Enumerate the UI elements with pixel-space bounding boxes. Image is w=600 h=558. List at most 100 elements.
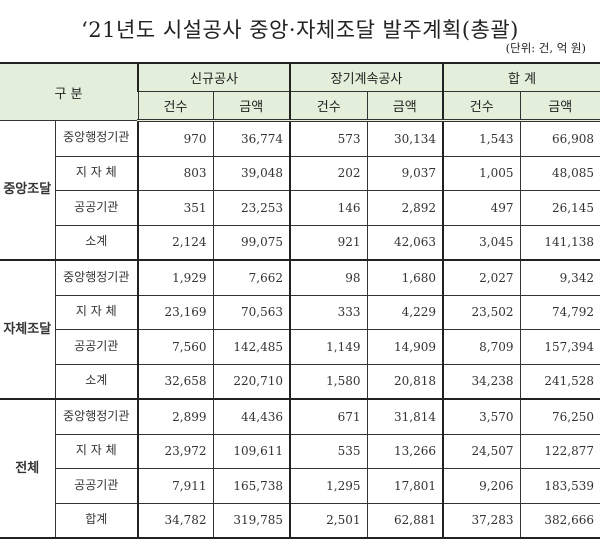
amount-cell: 39,048 — [212, 155, 291, 191]
count-cell: 23,502 — [442, 294, 521, 330]
row-label: 공공기관 — [55, 329, 139, 365]
amount-cell: 183,539 — [519, 468, 600, 504]
count-cell: 2,899 — [137, 398, 214, 435]
count-cell: 2,124 — [137, 224, 214, 261]
row-label: 지 자 체 — [55, 433, 139, 469]
amount-cell: 382,666 — [519, 502, 600, 539]
unit-note: (단위: 건, 억 원) — [505, 41, 586, 55]
count-cell: 202 — [289, 155, 368, 191]
row-label: 합계 — [55, 502, 139, 539]
count-cell: 3,570 — [442, 398, 521, 435]
count-cell: 535 — [289, 433, 368, 469]
amount-cell: 319,785 — [212, 502, 291, 539]
section-label: 자체조달 — [0, 259, 56, 400]
row-label: 지 자 체 — [55, 155, 139, 191]
row-label: 공공기관 — [55, 190, 139, 226]
header-group-total: 합 계 — [442, 62, 600, 92]
amount-cell: 13,266 — [366, 433, 444, 469]
amount-cell: 241,528 — [519, 363, 600, 400]
count-cell: 32,658 — [137, 363, 214, 400]
amount-cell: 20,818 — [366, 363, 444, 400]
table-row: 지 자 체 23,169 70,563 333 4,229 23,502 74,792 — [0, 294, 600, 330]
count-cell: 921 — [289, 224, 368, 261]
count-cell: 1,929 — [137, 259, 214, 296]
count-cell: 1,149 — [289, 329, 368, 365]
amount-cell: 14,909 — [366, 329, 444, 365]
row-label: 소계 — [55, 363, 139, 400]
header-group-new: 신규공사 — [137, 62, 291, 92]
count-cell: 3,045 — [442, 224, 521, 261]
table-row: 자체조달 중앙행정기관 1,929 7,662 98 1,680 2,027 9,342 — [0, 259, 600, 400]
table-row: 공공기관 351 23,253 146 2,892 497 26,145 — [0, 190, 600, 226]
count-cell: 7,911 — [137, 468, 214, 504]
amount-cell: 141,138 — [519, 224, 600, 261]
count-cell: 9,206 — [442, 468, 521, 504]
amount-cell: 1,680 — [366, 259, 444, 296]
row-label: 중앙행정기관 — [54, 398, 139, 435]
document-title: ‘21년도 시설공사 중앙·자체조달 발주계획(총괄) — [81, 18, 519, 42]
count-cell: 333 — [289, 294, 368, 330]
table-row: 공공기관 7,911 165,738 1,295 17,801 9,206 183,539 — [0, 468, 600, 504]
count-cell: 24,507 — [442, 433, 521, 469]
count-cell: 98 — [289, 259, 368, 296]
row-label: 소계 — [55, 224, 139, 261]
header-category: 구 분 — [0, 62, 139, 121]
amount-cell: 157,394 — [519, 329, 600, 365]
section-group: 자체조달 중앙행정기관 1,929 7,662 98 1,680 2,027 9,342 지 자… — [0, 259, 600, 400]
section-group: 전체 중앙행정기관 2,899 44,436 671 31,814 3,570 76,250 지… — [0, 398, 600, 539]
table-row: 합계 34,782 319,785 2,501 62,881 37,283 382,666 — [0, 502, 600, 539]
procurement-plan-table: 구 분 신규공사 장기계속공사 합 계 건수 금액 건수 금액 건수 금액 중앙조달 중앙행… — [0, 62, 600, 539]
table-row: 지 자 체 23,972 109,611 535 13,266 24,507 122,877 — [0, 433, 600, 469]
header-count: 건수 — [289, 91, 368, 122]
table-row: 소계 2,124 99,075 921 42,063 3,045 141,138 — [0, 224, 600, 261]
amount-cell: 9,342 — [519, 259, 600, 296]
amount-cell: 44,436 — [212, 398, 291, 435]
count-cell: 37,283 — [442, 502, 521, 539]
amount-cell: 122,877 — [519, 433, 600, 469]
amount-cell: 220,710 — [212, 363, 291, 400]
count-cell: 2,501 — [289, 502, 368, 539]
count-cell: 23,972 — [137, 433, 214, 469]
amount-cell: 62,881 — [366, 502, 444, 539]
amount-cell: 165,738 — [212, 468, 291, 504]
count-cell: 34,238 — [442, 363, 521, 400]
count-cell: 1,543 — [442, 120, 521, 157]
count-cell: 351 — [137, 190, 214, 226]
header-group-continuing: 장기계속공사 — [288, 62, 444, 92]
count-cell: 34,782 — [137, 502, 214, 539]
amount-cell: 31,814 — [366, 398, 444, 435]
amount-cell: 17,801 — [366, 468, 444, 504]
amount-cell: 36,774 — [212, 120, 291, 157]
amount-cell: 2,892 — [366, 190, 444, 226]
count-cell: 497 — [442, 190, 521, 226]
count-cell: 146 — [289, 190, 368, 226]
amount-cell: 23,253 — [212, 190, 291, 226]
amount-cell: 48,085 — [519, 155, 600, 191]
amount-cell: 142,485 — [212, 329, 291, 365]
amount-cell: 109,611 — [212, 433, 291, 469]
count-cell: 671 — [289, 398, 368, 435]
count-cell: 7,560 — [137, 329, 214, 365]
amount-cell: 7,662 — [212, 259, 291, 296]
amount-cell: 4,229 — [366, 294, 444, 330]
row-label: 중앙행정기관 — [54, 259, 139, 296]
row-label: 지 자 체 — [55, 294, 139, 330]
amount-cell: 30,134 — [366, 120, 444, 157]
count-cell: 1,005 — [442, 155, 521, 191]
amount-cell: 42,063 — [366, 224, 444, 261]
row-label: 공공기관 — [55, 468, 139, 504]
amount-cell: 9,037 — [366, 155, 444, 191]
table-row: 중앙조달 중앙행정기관 970 36,774 573 30,134 1,543 66,908 — [0, 120, 600, 261]
header-amount: 금액 — [366, 91, 444, 122]
count-cell: 803 — [137, 155, 214, 191]
header-amount: 금액 — [519, 91, 600, 122]
count-cell: 2,027 — [442, 259, 521, 296]
header-amount: 금액 — [212, 91, 291, 122]
section-label: 중앙조달 — [0, 120, 56, 261]
header-count: 건수 — [138, 91, 214, 122]
table-row: 소계 32,658 220,710 1,580 20,818 34,238 241,528 — [0, 363, 600, 400]
section-label: 전체 — [0, 398, 56, 539]
amount-cell: 99,075 — [212, 224, 291, 261]
table-row: 전체 중앙행정기관 2,899 44,436 671 31,814 3,570 76,250 — [0, 398, 600, 539]
count-cell: 1,580 — [289, 363, 368, 400]
